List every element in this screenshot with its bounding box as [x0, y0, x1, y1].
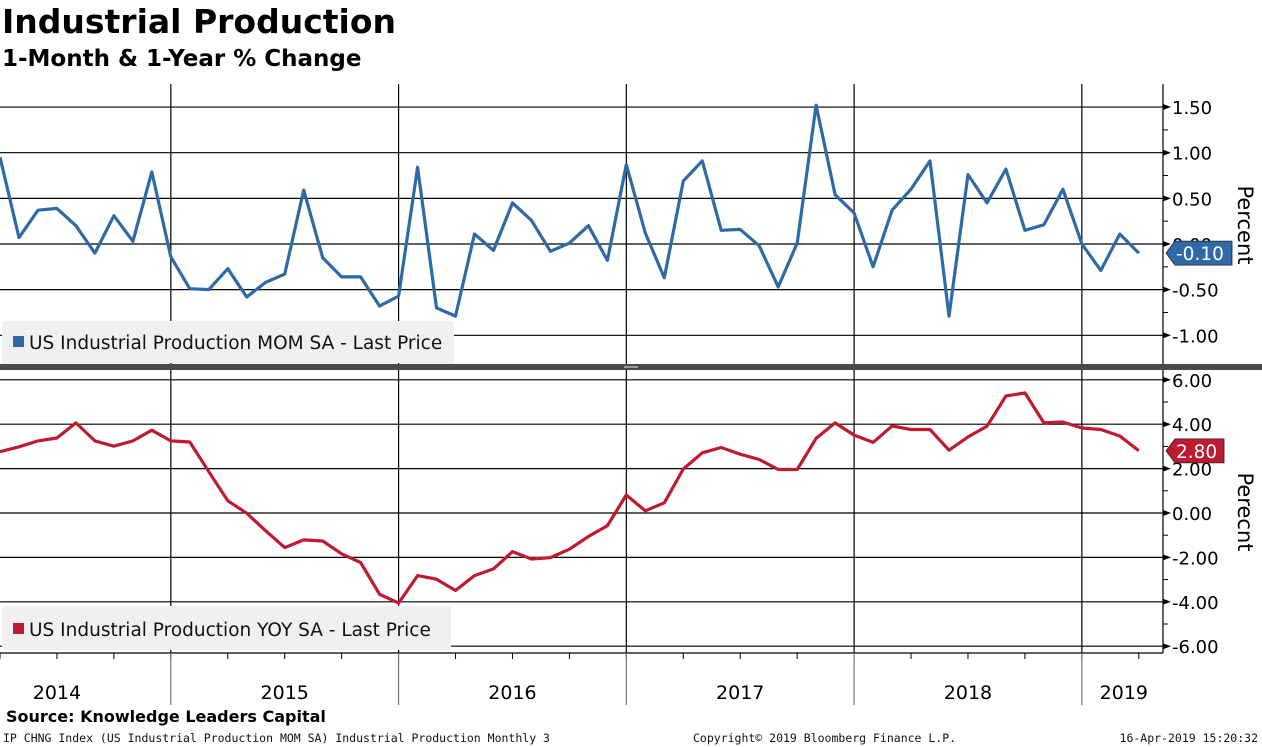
- upper-last-value-marker: -0.10: [1165, 240, 1233, 266]
- lower-y-tick-label: 2.00: [1172, 460, 1212, 481]
- upper-legend-label: US Industrial Production MOM SA - Last P…: [29, 333, 442, 354]
- lower-last-value-badge: [1165, 438, 1225, 464]
- upper-legend: US Industrial Production MOM SA - Last P…: [2, 321, 454, 363]
- lower-y-tick-label: -6.00: [1172, 637, 1219, 658]
- upper-y-axis: 1.501.000.500.00-0.50-1.00: [1162, 84, 1219, 364]
- upper-legend-box: [2, 321, 454, 363]
- x-year-label: 2019: [1100, 682, 1148, 704]
- source-note: Source: Knowledge Leaders Capital: [6, 707, 326, 726]
- yoy-series-line: [0, 391, 1140, 605]
- upper-last-value-label: -0.10: [1176, 244, 1224, 265]
- mom-series-line: [0, 103, 1140, 318]
- x-axis: 2014 2015 2016 2017 2018 2019: [0, 652, 1163, 705]
- upper-y-tick-label: -0.50: [1172, 281, 1219, 302]
- lower-y-axis: 6.00 4.00 2.00 0.00 -2.00 -4.00 -6.00: [1162, 370, 1219, 658]
- upper-year-lines: [170, 84, 1083, 364]
- lower-legend-label: US Industrial Production YOY SA - Last P…: [29, 620, 431, 641]
- upper-y-tick-label: 1.50: [1172, 98, 1212, 119]
- lower-year-lines: [170, 370, 1083, 653]
- lower-last-value-label: 2.80: [1176, 442, 1217, 463]
- upper-y-tick-label: 0.50: [1172, 189, 1212, 210]
- lower-gridlines: [0, 379, 1163, 647]
- panel-separator-grip[interactable]: [624, 366, 638, 368]
- upper-legend-swatch: [13, 336, 24, 347]
- lower-y-tick-label: -2.00: [1172, 548, 1219, 569]
- copyright-note: Copyright© 2019 Bloomberg Finance L.P.: [693, 731, 957, 745]
- chart-subtitle: 1-Month & 1-Year % Change: [2, 46, 362, 72]
- chart-title: Industrial Production: [2, 2, 397, 41]
- lower-y-tick-label: 4.00: [1172, 415, 1212, 436]
- upper-y-tick-label: -1.00: [1172, 326, 1219, 347]
- lower-y-tick-label: 6.00: [1172, 371, 1212, 392]
- upper-y-axis-title: Percent: [1233, 185, 1257, 264]
- lower-legend-swatch: [13, 623, 24, 634]
- x-year-label: 2014: [33, 682, 81, 704]
- x-year-label: 2015: [261, 682, 309, 704]
- timestamp: 16-Apr-2019 15:20:32: [1119, 731, 1258, 745]
- index-note: IP CHNG Index (US Industrial Production …: [3, 731, 550, 745]
- upper-last-value-badge: [1165, 240, 1233, 266]
- lower-y-tick-label: 0.00: [1172, 504, 1212, 525]
- lower-legend: US Industrial Production YOY SA - Last P…: [2, 606, 451, 650]
- x-year-label: 2016: [488, 682, 536, 704]
- x-year-label: 2017: [716, 682, 764, 704]
- lower-last-value-marker: 2.80: [1165, 438, 1225, 464]
- lower-legend-box: [2, 606, 451, 650]
- upper-gridlines: [0, 106, 1163, 336]
- x-year-label: 2018: [944, 682, 992, 704]
- lower-y-axis-title: Perecnt: [1233, 472, 1257, 551]
- lower-y-tick-label: -4.00: [1172, 593, 1219, 614]
- upper-y-tick-label: 1.00: [1172, 144, 1212, 165]
